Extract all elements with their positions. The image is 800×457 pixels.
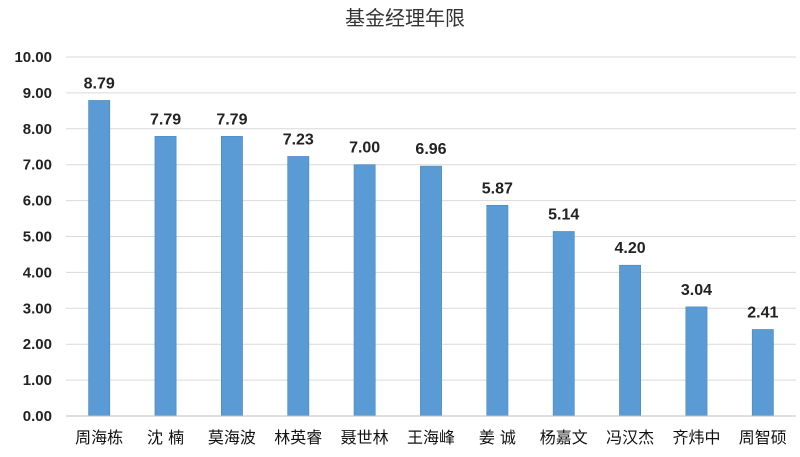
- y-tick-label: 2.00: [23, 336, 52, 353]
- x-category-label: 杨嘉文: [540, 428, 588, 447]
- y-tick-label: 0.00: [23, 408, 52, 425]
- bars: [88, 100, 774, 417]
- x-axis-categories: 周海栋 沈 楠 莫海波 林英睿 聂世林 王海峰 姜 诚 杨嘉文 冯汉杰 齐炜中 周智硕: [75, 428, 787, 447]
- x-category-label: 周海栋: [75, 428, 123, 447]
- y-axis-ticks: 0.00 1.00 2.00 3.00 4.00 5.00 6.00 7.00 8.00 9.00…: [14, 49, 52, 425]
- y-tick-label: 7.00: [23, 157, 52, 174]
- x-category-label: 莫海波: [208, 428, 256, 447]
- data-label: 5.14: [548, 206, 579, 223]
- data-label: 7.23: [283, 131, 314, 148]
- data-label: 4.20: [615, 240, 646, 257]
- bar: [751, 329, 774, 417]
- x-category-label: 沈 楠: [147, 428, 184, 447]
- bar: [552, 231, 575, 417]
- y-tick-label: 4.00: [23, 264, 52, 281]
- y-tick-label: 1.00: [23, 372, 52, 389]
- x-category-label: 齐炜中: [672, 428, 720, 447]
- data-label: 6.96: [415, 141, 446, 158]
- y-tick-label: 3.00: [23, 300, 52, 317]
- bar: [685, 306, 708, 417]
- y-tick-label: 5.00: [23, 229, 52, 246]
- data-label: 7.79: [150, 111, 181, 128]
- data-label: 2.41: [747, 304, 778, 321]
- bar: [353, 164, 376, 417]
- x-category-label: 林英睿: [274, 428, 322, 447]
- bar: [486, 204, 509, 417]
- data-label: 7.00: [349, 140, 380, 157]
- bar: [88, 100, 111, 417]
- x-category-label: 周智硕: [739, 428, 787, 447]
- y-tick-label: 10.00: [14, 49, 52, 66]
- bar: [154, 136, 177, 417]
- x-category-label: 姜 诚: [479, 428, 516, 447]
- y-tick-label: 6.00: [23, 193, 52, 210]
- data-labels: 8.79 7.79 7.79 7.23 7.00 6.96 5.87 5.14 4.20 3.04…: [84, 75, 779, 321]
- x-category-label: 冯汉杰: [606, 428, 654, 447]
- bar: [619, 264, 642, 417]
- data-label: 8.79: [84, 75, 115, 92]
- data-label: 7.79: [216, 111, 247, 128]
- data-label: 3.04: [681, 282, 712, 299]
- x-category-label: 聂世林: [341, 428, 389, 447]
- y-tick-label: 8.00: [23, 121, 52, 138]
- data-label: 5.87: [482, 180, 513, 197]
- chart-title: 基金经理年限: [345, 6, 465, 30]
- x-category-label: 王海峰: [407, 428, 455, 447]
- bar: [420, 165, 442, 417]
- bar: [287, 156, 310, 417]
- bar: [220, 136, 243, 417]
- y-tick-label: 9.00: [23, 85, 52, 102]
